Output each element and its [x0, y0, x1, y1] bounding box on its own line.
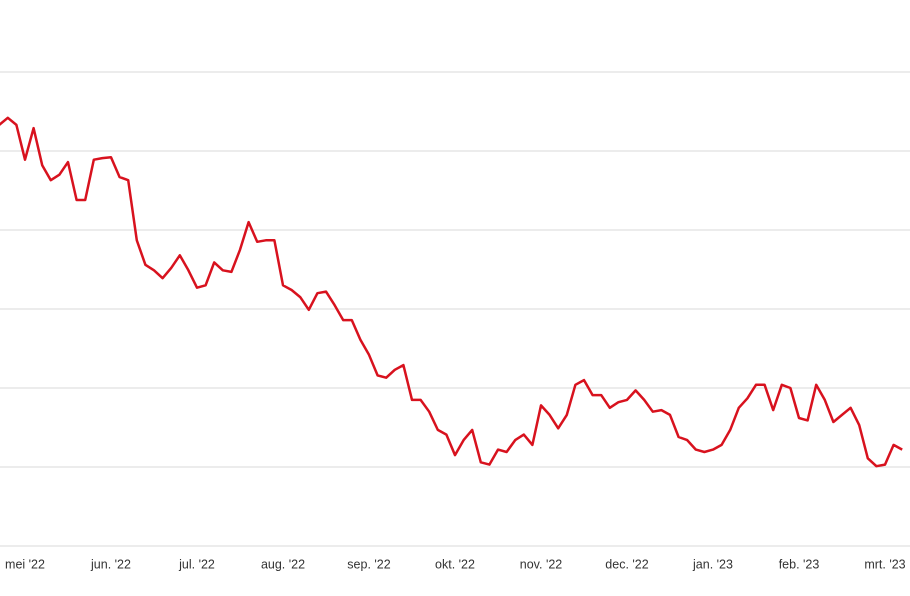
series-line	[0, 116, 903, 468]
x-tick-label: okt. '22	[435, 557, 475, 571]
x-tick-label: feb. '23	[779, 557, 820, 571]
x-tick-label: jun. '22	[90, 557, 131, 571]
x-tick-label: nov. '22	[520, 557, 563, 571]
x-tick-label: aug. '22	[261, 557, 305, 571]
x-tick-label: jul. '22	[178, 557, 215, 571]
x-tick-label: mei '22	[5, 557, 45, 571]
x-tick-label: sep. '22	[347, 557, 390, 571]
x-tick-label: dec. '22	[605, 557, 648, 571]
x-tick-label: jan. '23	[692, 557, 733, 571]
x-tick-label: mrt. '23	[864, 557, 905, 571]
